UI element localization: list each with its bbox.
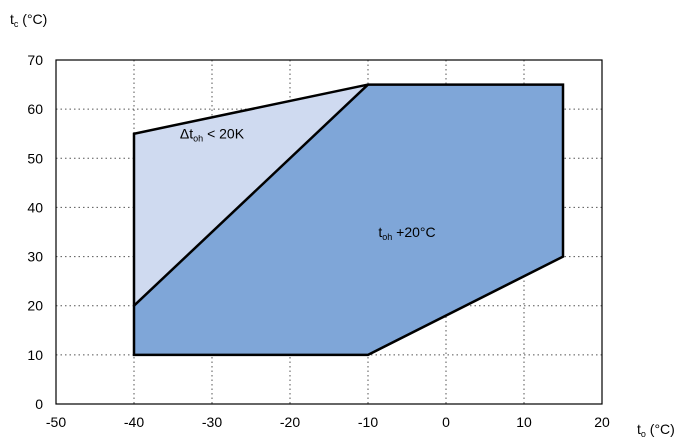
y-tick-label: 20 bbox=[27, 298, 43, 314]
region-label-suffix: < 20K bbox=[203, 126, 245, 142]
x-tick-label: 20 bbox=[594, 414, 610, 430]
y-tick-labels: 0 10 20 30 40 50 60 70 bbox=[27, 52, 43, 412]
region-dark bbox=[134, 84, 563, 355]
region-label-light: Δtoh < 20K bbox=[180, 126, 245, 144]
plot-frame bbox=[55, 59, 603, 405]
y-axis-label-unit: (°C) bbox=[18, 11, 47, 27]
x-tick-label: -40 bbox=[124, 414, 144, 430]
x-axis-label-unit: (°C) bbox=[646, 421, 675, 437]
x-tick-label: -30 bbox=[202, 414, 222, 430]
region-label-prefix: t bbox=[378, 224, 382, 240]
y-tick-label: 10 bbox=[27, 347, 43, 363]
region-label-sub: oh bbox=[382, 232, 392, 242]
y-axis-label-main: t bbox=[10, 11, 14, 27]
x-tick-label: 0 bbox=[442, 414, 450, 430]
x-tick-label: 10 bbox=[516, 414, 532, 430]
x-axis-label: to (°C) bbox=[637, 421, 675, 439]
region-label-prefix: Δt bbox=[180, 126, 193, 142]
y-tick-label: 40 bbox=[27, 199, 43, 215]
region-label-sub: oh bbox=[193, 134, 203, 144]
divider-line bbox=[133, 83, 369, 307]
y-tick-label: 70 bbox=[27, 52, 43, 68]
x-tick-label: -50 bbox=[46, 414, 66, 430]
envelope-outline bbox=[132, 83, 565, 357]
y-tick-label: 0 bbox=[35, 396, 43, 412]
y-axis-label-sub: c bbox=[14, 19, 19, 29]
x-axis-label-sub: o bbox=[641, 429, 646, 439]
y-tick-label: 60 bbox=[27, 101, 43, 117]
x-tick-label: -10 bbox=[358, 414, 378, 430]
y-axis-label: tc (°C) bbox=[10, 11, 47, 29]
x-axis-label-main: t bbox=[637, 421, 641, 437]
region-label-suffix: +20°C bbox=[392, 224, 435, 240]
x-tick-label: -20 bbox=[280, 414, 300, 430]
y-tick-label: 50 bbox=[27, 150, 43, 166]
region-label-dark: toh +20°C bbox=[378, 224, 435, 242]
x-tick-labels: -50 -40 -30 -20 -10 0 10 20 bbox=[46, 414, 610, 430]
y-tick-label: 30 bbox=[27, 249, 43, 265]
